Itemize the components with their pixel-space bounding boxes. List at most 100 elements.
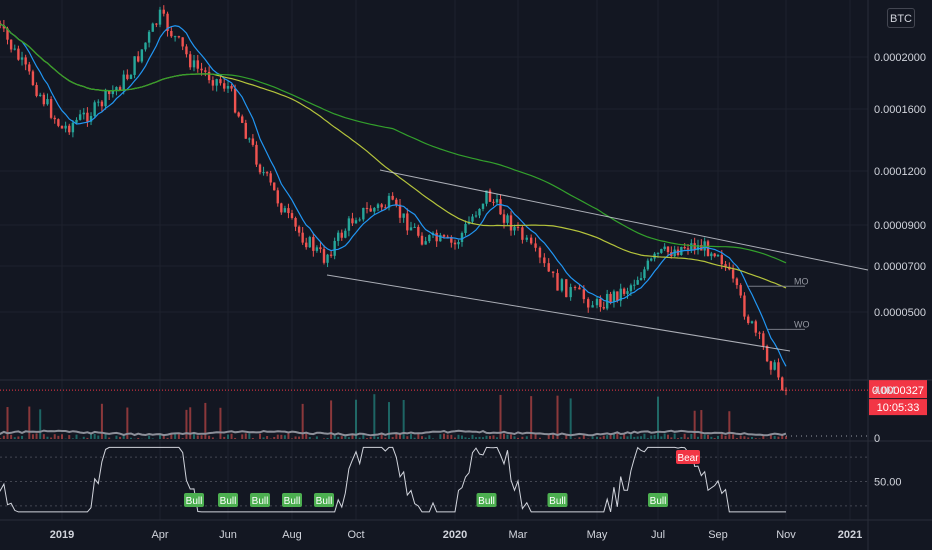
price-panel[interactable]: MO WO bbox=[0, 5, 869, 396]
volume-bar bbox=[530, 396, 533, 439]
candle-body bbox=[301, 232, 304, 243]
candle-body bbox=[420, 235, 424, 245]
candle-body bbox=[478, 208, 481, 216]
volume-bar bbox=[769, 433, 772, 439]
candle-body bbox=[181, 37, 184, 47]
volume-bar bbox=[380, 433, 383, 439]
volume-bar bbox=[298, 436, 301, 439]
volume-bar bbox=[471, 434, 474, 439]
candle-body bbox=[308, 237, 311, 248]
volume-bar bbox=[643, 433, 646, 439]
candle-body bbox=[155, 23, 158, 25]
candle-body bbox=[587, 299, 590, 308]
symbol-badge[interactable]: BTC bbox=[887, 8, 915, 28]
volume-bar bbox=[710, 436, 713, 439]
volume-bar bbox=[219, 407, 222, 439]
volume-bar bbox=[104, 434, 107, 439]
candle-body bbox=[319, 247, 322, 250]
volume-bar bbox=[31, 434, 34, 439]
bull-signal-badge bbox=[184, 493, 204, 507]
volume-bar bbox=[492, 435, 495, 439]
candle-body bbox=[46, 99, 49, 105]
volume-bar bbox=[280, 434, 283, 439]
candle-body bbox=[560, 279, 564, 291]
candle-body bbox=[551, 271, 555, 274]
candle-body bbox=[140, 49, 144, 62]
volume-bar bbox=[478, 436, 481, 439]
candle-body bbox=[273, 182, 276, 191]
candle-body bbox=[406, 213, 409, 231]
trendline-lower bbox=[326, 274, 791, 352]
candle-body bbox=[129, 74, 133, 79]
volume-bar bbox=[421, 436, 423, 439]
price-tick-label: 0.0000700 bbox=[874, 261, 926, 273]
volume-bar bbox=[629, 434, 632, 439]
bull-signal-label: Bull bbox=[220, 496, 237, 507]
candle-body bbox=[219, 79, 222, 84]
candle-body bbox=[690, 243, 693, 250]
volume-bar bbox=[754, 438, 757, 439]
volume-bar bbox=[46, 436, 49, 439]
bull-signal-badge bbox=[476, 493, 497, 507]
volume-bar bbox=[369, 436, 372, 439]
volume-bar bbox=[640, 436, 643, 439]
time-tick-label: Sep bbox=[708, 529, 728, 541]
axes: 0.0000327 10:05:33 0.0002000 0.0001600 0.000… bbox=[50, 52, 927, 541]
candle-body bbox=[442, 235, 446, 237]
candle-body bbox=[297, 226, 301, 233]
candle-body bbox=[769, 361, 773, 370]
volume-panel[interactable] bbox=[0, 394, 868, 439]
volume-bar bbox=[301, 403, 304, 439]
candle-body bbox=[177, 36, 181, 38]
candle-body bbox=[481, 203, 485, 209]
volume-bar bbox=[450, 434, 453, 439]
bull-signal-label: Bull bbox=[186, 496, 203, 507]
candle-body bbox=[9, 39, 13, 50]
volume-bar bbox=[181, 438, 184, 439]
candle-body bbox=[460, 233, 464, 243]
volume-bar bbox=[337, 436, 340, 439]
candle-body bbox=[35, 85, 38, 96]
volume-bar bbox=[454, 437, 456, 439]
volume-bar bbox=[119, 436, 122, 439]
volume-bar bbox=[162, 435, 165, 439]
candle-body bbox=[75, 119, 78, 123]
volume-bar bbox=[97, 435, 100, 439]
volume-bar bbox=[234, 437, 237, 439]
bull-signal-badge bbox=[250, 493, 270, 507]
volume-bar bbox=[75, 434, 78, 439]
volume-bar bbox=[276, 434, 279, 439]
volume-bar bbox=[115, 435, 118, 439]
candle-body bbox=[417, 226, 420, 236]
bear-signal-label: Bear bbox=[677, 453, 699, 464]
candle-body bbox=[622, 288, 626, 294]
candle-body bbox=[137, 56, 140, 62]
candle-body bbox=[166, 13, 169, 31]
volume-bar bbox=[362, 433, 365, 439]
candle-body bbox=[556, 273, 559, 291]
volume-bar bbox=[556, 395, 559, 439]
candle-body bbox=[696, 244, 700, 251]
volume-bar bbox=[732, 434, 735, 439]
candle-body bbox=[521, 227, 524, 240]
time-tick-label: May bbox=[587, 529, 608, 541]
candle-body bbox=[337, 232, 340, 241]
volume-bar bbox=[373, 394, 376, 439]
bull-signal-badge bbox=[314, 493, 334, 507]
volume-bar bbox=[244, 433, 247, 439]
rsi-panel[interactable]: Bear Bull Bull Bull Bull Bull Bull Bull Bull bbox=[0, 446, 868, 513]
candle-body bbox=[122, 74, 125, 91]
candle-body bbox=[107, 90, 111, 95]
candle-body bbox=[686, 248, 690, 250]
candle-body bbox=[158, 9, 162, 25]
candle-body bbox=[280, 203, 283, 213]
volume-bar bbox=[294, 436, 297, 439]
volume-bar bbox=[534, 433, 537, 439]
candle-body bbox=[262, 172, 265, 174]
volume-bar bbox=[751, 437, 753, 439]
candle-body bbox=[471, 216, 474, 222]
volume-bar bbox=[517, 437, 519, 439]
candle-body bbox=[595, 298, 599, 306]
